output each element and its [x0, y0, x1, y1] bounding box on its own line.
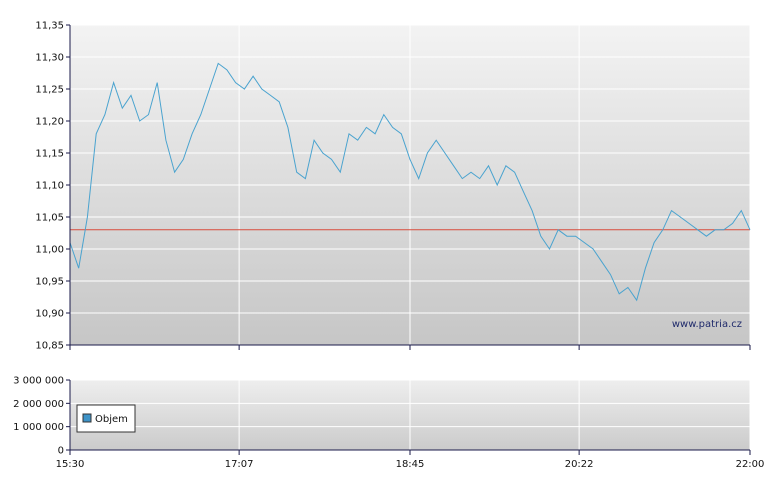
legend-label: Objem [95, 414, 128, 425]
volume-legend: Objem [76, 404, 136, 433]
volume-y-tick-label: 0 [58, 446, 64, 457]
main-y-tick-label: 11,25 [35, 85, 64, 96]
volume-y-tick-label: 1 000 000 [13, 422, 64, 433]
watermark: www.patria.cz [672, 319, 742, 330]
main-y-tick-label: 11,00 [35, 245, 64, 256]
main-y-tick-label: 10,95 [35, 277, 64, 288]
volume-y-tick-label: 2 000 000 [13, 399, 64, 410]
volume-x-axis: 15:30 17:07 18:45 20:22 22:00 [56, 450, 765, 470]
main-y-tick-label: 10,85 [35, 341, 64, 352]
x-tick-label: 20:22 [565, 459, 594, 470]
x-tick-label: 18:45 [396, 459, 425, 470]
main-x-axis-ticks [69, 345, 751, 350]
main-y-tick-label: 11,05 [35, 213, 64, 224]
main-y-tick-label: 11,30 [35, 53, 64, 64]
x-tick-label: 22:00 [736, 459, 765, 470]
main-y-tick-label: 11,35 [35, 21, 64, 32]
main-y-tick-label: 11,15 [35, 149, 64, 160]
main-y-tick-label: 11,10 [35, 181, 64, 192]
volume-y-tick-label: 3 000 000 [13, 376, 64, 387]
main-y-tick-label: 11,20 [35, 117, 64, 128]
main-y-tick-label: 10,90 [35, 309, 64, 320]
price-series-line [69, 62, 751, 302]
volume-y-axis: 3 000 000 2 000 000 1 000 000 0 [13, 376, 70, 457]
main-y-axis: 11,35 11,30 11,25 11,20 11,15 11,10 11,05 11,00… [35, 21, 70, 352]
x-tick-label: 15:30 [56, 459, 85, 470]
x-tick-label: 17:07 [225, 459, 254, 470]
legend-swatch [82, 413, 92, 423]
